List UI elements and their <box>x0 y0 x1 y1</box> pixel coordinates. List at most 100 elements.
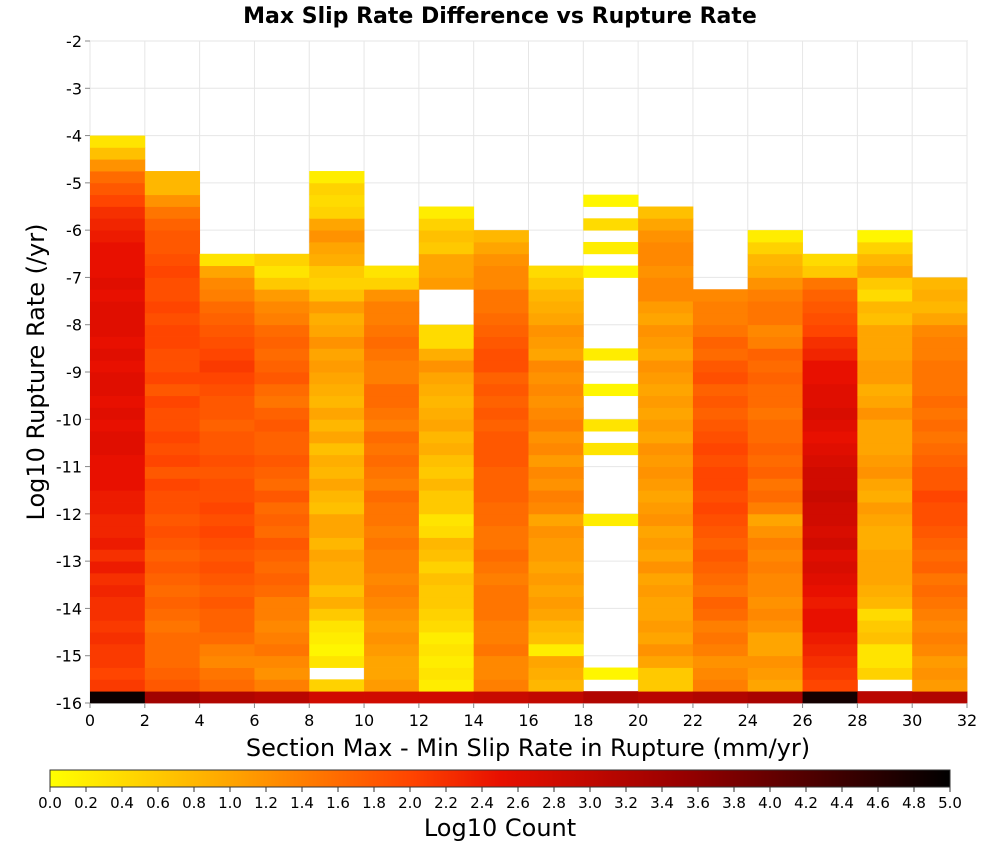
heatmap-cell <box>254 395 310 408</box>
heatmap-cell <box>528 395 584 408</box>
heatmap-cell <box>199 454 255 467</box>
heatmap-cell <box>254 561 310 574</box>
heatmap-cell <box>309 454 365 467</box>
heatmap-cell <box>473 643 529 657</box>
heatmap-cell <box>364 395 420 408</box>
heatmap-cell <box>309 182 365 196</box>
heatmap-cell <box>802 620 858 633</box>
colorbar-tick-label: 3.4 <box>650 794 674 812</box>
heatmap-cell <box>912 466 968 479</box>
heatmap-cell <box>912 596 968 609</box>
heatmap-cell <box>473 513 529 527</box>
heatmap-cell <box>144 407 201 420</box>
heatmap-cell <box>912 643 968 657</box>
heatmap-cell <box>309 206 365 219</box>
heatmap-cell <box>418 572 475 586</box>
heatmap-cell <box>418 230 475 243</box>
heatmap-cell <box>857 549 913 562</box>
heatmap-cell <box>857 312 913 326</box>
heatmap-cell <box>747 265 803 278</box>
heatmap-cell <box>692 502 749 515</box>
heatmap-cell <box>692 431 749 444</box>
heatmap-cell <box>638 442 694 456</box>
heatmap-cell <box>747 632 803 645</box>
heatmap-cell <box>418 442 475 456</box>
heatmap-cell <box>747 525 803 538</box>
heatmap-cell <box>144 312 201 326</box>
heatmap-cell <box>144 431 201 444</box>
heatmap-cell <box>309 620 365 633</box>
heatmap-cell <box>144 679 201 692</box>
heatmap-cell <box>364 383 420 397</box>
heatmap-cell <box>747 478 803 491</box>
heatmap-cell <box>90 596 146 609</box>
x-axis-label: Section Max - Min Slip Rate in Rupture (… <box>246 734 810 762</box>
heatmap-cell <box>364 632 420 645</box>
heatmap-cell <box>199 620 255 633</box>
heatmap-cell <box>309 395 365 408</box>
heatmap-cell <box>199 502 255 515</box>
heatmap-cell <box>802 454 858 467</box>
heatmap-cell <box>90 679 146 692</box>
heatmap-cell <box>473 277 529 290</box>
heatmap-cell <box>638 395 694 408</box>
heatmap-cell <box>857 442 913 456</box>
heatmap-cell <box>144 383 201 397</box>
heatmap-cell <box>418 596 475 609</box>
heatmap-cell <box>309 513 365 527</box>
heatmap-cell <box>802 513 858 527</box>
y-tick-label: -15 <box>56 647 82 666</box>
heatmap-cell <box>254 348 310 361</box>
heatmap-cell <box>528 348 584 361</box>
heatmap-cell <box>309 277 365 290</box>
heatmap-cell <box>638 324 694 337</box>
colorbar-tick-label: 1.6 <box>326 794 350 812</box>
heatmap-cell <box>638 466 694 479</box>
heatmap-cell <box>473 478 529 491</box>
heatmap-cell <box>912 442 968 456</box>
heatmap-cell <box>747 490 803 503</box>
heatmap-cell <box>254 265 310 278</box>
heatmap-cell <box>912 312 968 326</box>
chart-title: Max Slip Rate Difference vs Rupture Rate <box>243 4 757 29</box>
heatmap-cell <box>912 419 968 432</box>
heatmap-cell <box>364 478 420 491</box>
heatmap-cell <box>802 442 858 456</box>
heatmap-cell <box>309 241 365 255</box>
heatmap-cell <box>473 454 529 467</box>
y-axis-ticks: -2 -3 -4 -5 -6 -7 -8 -9 -10 -11 -12 -13 -14 -15 -16 <box>56 32 90 713</box>
heatmap-cell <box>309 336 365 349</box>
heatmap-cell <box>912 537 968 550</box>
heatmap-cell <box>747 253 803 267</box>
heatmap-cell <box>144 301 201 314</box>
heatmap-cell <box>144 655 201 668</box>
heatmap-cell <box>473 466 529 479</box>
heatmap-cell <box>802 372 858 385</box>
colorbar-tick-label: 2.4 <box>470 794 494 812</box>
heatmap-cell <box>912 620 968 633</box>
heatmap-cell <box>473 561 529 574</box>
x-tick-label: 6 <box>249 711 259 730</box>
heatmap-cell <box>473 312 529 326</box>
heatmap-cell <box>528 667 584 680</box>
heatmap-cell <box>254 525 310 538</box>
heatmap-cell <box>364 490 420 503</box>
heatmap-cell <box>912 513 968 527</box>
heatmap-cell <box>309 265 365 278</box>
heatmap-cell <box>199 407 255 420</box>
heatmap-cell <box>364 312 420 326</box>
heatmap-cell <box>199 513 255 527</box>
heatmap-cell <box>857 513 913 527</box>
heatmap-cell <box>528 572 584 586</box>
heatmap-cell <box>473 502 529 515</box>
heatmap-cell <box>473 537 529 550</box>
heatmap-cell <box>528 419 584 432</box>
heatmap-cell <box>638 502 694 515</box>
heatmap-cell <box>418 218 475 231</box>
heatmap-cell <box>638 643 694 657</box>
heatmap-cell <box>473 265 529 278</box>
heatmap-cell <box>473 419 529 432</box>
heatmap-cell <box>254 431 310 444</box>
heatmap-cell <box>802 691 858 704</box>
heatmap-cell <box>144 466 201 479</box>
